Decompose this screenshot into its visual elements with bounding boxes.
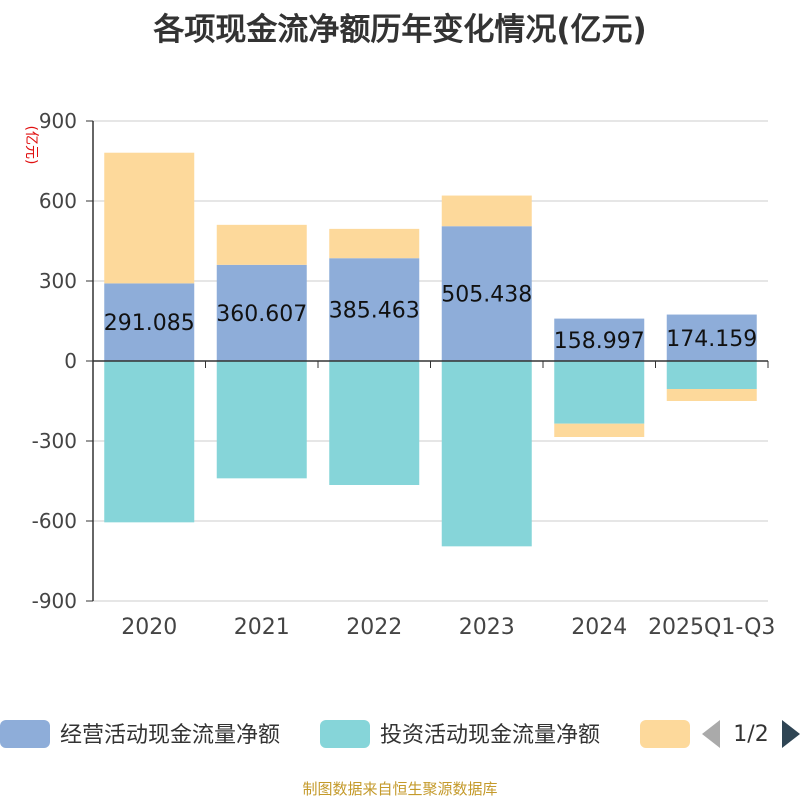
y-tick-label: 0 bbox=[64, 349, 77, 373]
data-label: 174.159 bbox=[666, 327, 757, 352]
y-tick-label: 600 bbox=[39, 189, 77, 213]
bar-series-2 bbox=[666, 389, 757, 401]
legend-swatch bbox=[320, 720, 370, 748]
data-label: 505.438 bbox=[441, 283, 532, 308]
y-tick-label: -900 bbox=[32, 589, 77, 613]
pager-next-icon[interactable] bbox=[782, 720, 800, 748]
data-label: 385.463 bbox=[329, 299, 420, 324]
bar-series-0 bbox=[666, 314, 757, 361]
legend: 经营活动现金流量净额 投资活动现金流量净额 bbox=[0, 720, 690, 748]
bar-series-2 bbox=[554, 423, 645, 437]
y-axis-label: (亿元) bbox=[23, 126, 39, 165]
x-tick-label: 2024 bbox=[571, 615, 627, 640]
bar-series-1 bbox=[104, 361, 195, 523]
legend-swatch bbox=[640, 720, 690, 748]
legend-label: 投资活动现金流量净额 bbox=[380, 723, 600, 748]
bar-series-1 bbox=[329, 361, 420, 485]
legend-swatch bbox=[0, 720, 50, 748]
x-tick-label: 2021 bbox=[234, 615, 290, 640]
y-tick-label: -600 bbox=[32, 509, 77, 533]
bar-series-0 bbox=[441, 226, 532, 361]
grid-lines bbox=[93, 120, 768, 602]
x-tick-label: 2023 bbox=[459, 615, 515, 640]
bar-series-0 bbox=[104, 283, 195, 361]
data-label: 360.607 bbox=[216, 302, 307, 327]
x-tick-label: 2022 bbox=[346, 615, 402, 640]
bar-series-2 bbox=[441, 195, 532, 227]
bar-series-0 bbox=[329, 258, 420, 361]
bar-series-0 bbox=[216, 264, 307, 361]
pager-page-label: 1/2 bbox=[733, 722, 768, 747]
bar-series-1 bbox=[441, 361, 532, 547]
pager-prev-icon[interactable] bbox=[702, 720, 720, 748]
data-label: 158.997 bbox=[554, 329, 645, 354]
bar-series-1 bbox=[666, 361, 757, 389]
bar-series-1 bbox=[554, 361, 645, 424]
bar-series-2 bbox=[329, 228, 420, 259]
bar-series-0 bbox=[554, 318, 645, 361]
bars: 291.085 360.607 385.463 505.438 158.997 174.1… bbox=[104, 152, 757, 547]
bar-series-2 bbox=[104, 152, 195, 284]
source-note: 制图数据来自恒生聚源数据库 bbox=[302, 780, 498, 798]
legend-label: 经营活动现金流量净额 bbox=[60, 723, 280, 748]
x-tick-label: 2020 bbox=[121, 615, 177, 640]
y-tick-label: 900 bbox=[39, 109, 77, 133]
legend-pager: 1/2 bbox=[702, 720, 800, 748]
x-tick-label: 2025Q1-Q3 bbox=[648, 615, 775, 640]
bar-series-1 bbox=[216, 361, 307, 479]
y-tick-label: -300 bbox=[32, 429, 77, 453]
y-tick-label: 300 bbox=[39, 269, 77, 293]
bar-series-2 bbox=[216, 224, 307, 265]
chart-title: 各项现金流净额历年变化情况(亿元) bbox=[153, 12, 647, 48]
axes: -900 -600 -300 0 300 600 900 2020 2021 2022 2023 20… bbox=[32, 109, 776, 640]
data-label: 291.085 bbox=[104, 311, 195, 336]
